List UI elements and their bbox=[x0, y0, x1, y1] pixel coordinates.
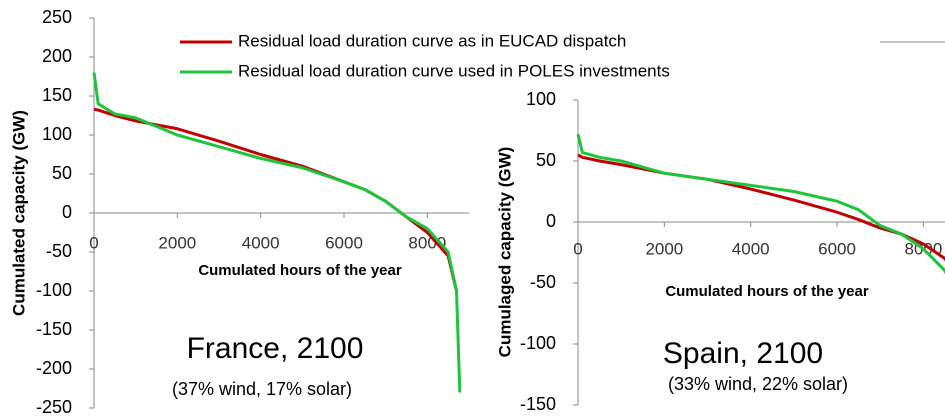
y-tick-label: 150 bbox=[42, 85, 72, 105]
x-axis-title: Cumulated hours of the year bbox=[198, 262, 402, 279]
data-line bbox=[576, 133, 945, 275]
y-tick-label: -50 bbox=[530, 272, 556, 292]
data-line bbox=[93, 107, 458, 292]
x-tick-label: 0 bbox=[89, 233, 98, 252]
x-tick-label: 4000 bbox=[732, 239, 770, 258]
annotation: France, 2100 bbox=[187, 332, 364, 365]
y-tick-label: -150 bbox=[520, 394, 556, 414]
legend-label: Residual load duration curve used in POL… bbox=[238, 61, 670, 80]
data-line bbox=[577, 153, 945, 262]
y-tick-label: 100 bbox=[526, 89, 556, 109]
y-tick-label: 0 bbox=[62, 202, 72, 222]
y-tick-label: -150 bbox=[36, 319, 72, 339]
y-tick-label: -250 bbox=[36, 397, 72, 416]
x-tick-label: 4000 bbox=[242, 233, 280, 252]
annotation: (33% wind, 22% solar) bbox=[668, 374, 848, 394]
y-tick-label: 100 bbox=[42, 124, 72, 144]
x-tick-label: 2000 bbox=[645, 239, 683, 258]
x-tick-label: 6000 bbox=[325, 233, 363, 252]
x-axis-title: Cumulated hours of the year bbox=[665, 283, 869, 300]
y-tick-label: -100 bbox=[36, 280, 72, 300]
y-axis-title: Cumulated capacity (GW) bbox=[9, 110, 28, 316]
x-tick-label: 2000 bbox=[158, 233, 196, 252]
y-tick-label: -50 bbox=[46, 241, 72, 261]
y-tick-label: 50 bbox=[536, 150, 556, 170]
y-tick-label: 50 bbox=[52, 163, 72, 183]
x-tick-label: 6000 bbox=[818, 239, 856, 258]
y-tick-label: -100 bbox=[520, 333, 556, 353]
legend-label: Residual load duration curve as in EUCAD… bbox=[238, 31, 626, 50]
y-axis-title: Cumulaged capacity (GW) bbox=[495, 147, 514, 358]
y-tick-label: 0 bbox=[546, 211, 556, 231]
data-line bbox=[92, 72, 462, 393]
y-tick-label: -200 bbox=[36, 358, 72, 378]
x-tick-label: 0 bbox=[573, 239, 582, 258]
y-tick-label: 250 bbox=[42, 7, 72, 27]
annotation: Spain, 2100 bbox=[663, 337, 823, 370]
y-tick-label: 200 bbox=[42, 46, 72, 66]
annotation: (37% wind, 17% solar) bbox=[172, 379, 352, 399]
